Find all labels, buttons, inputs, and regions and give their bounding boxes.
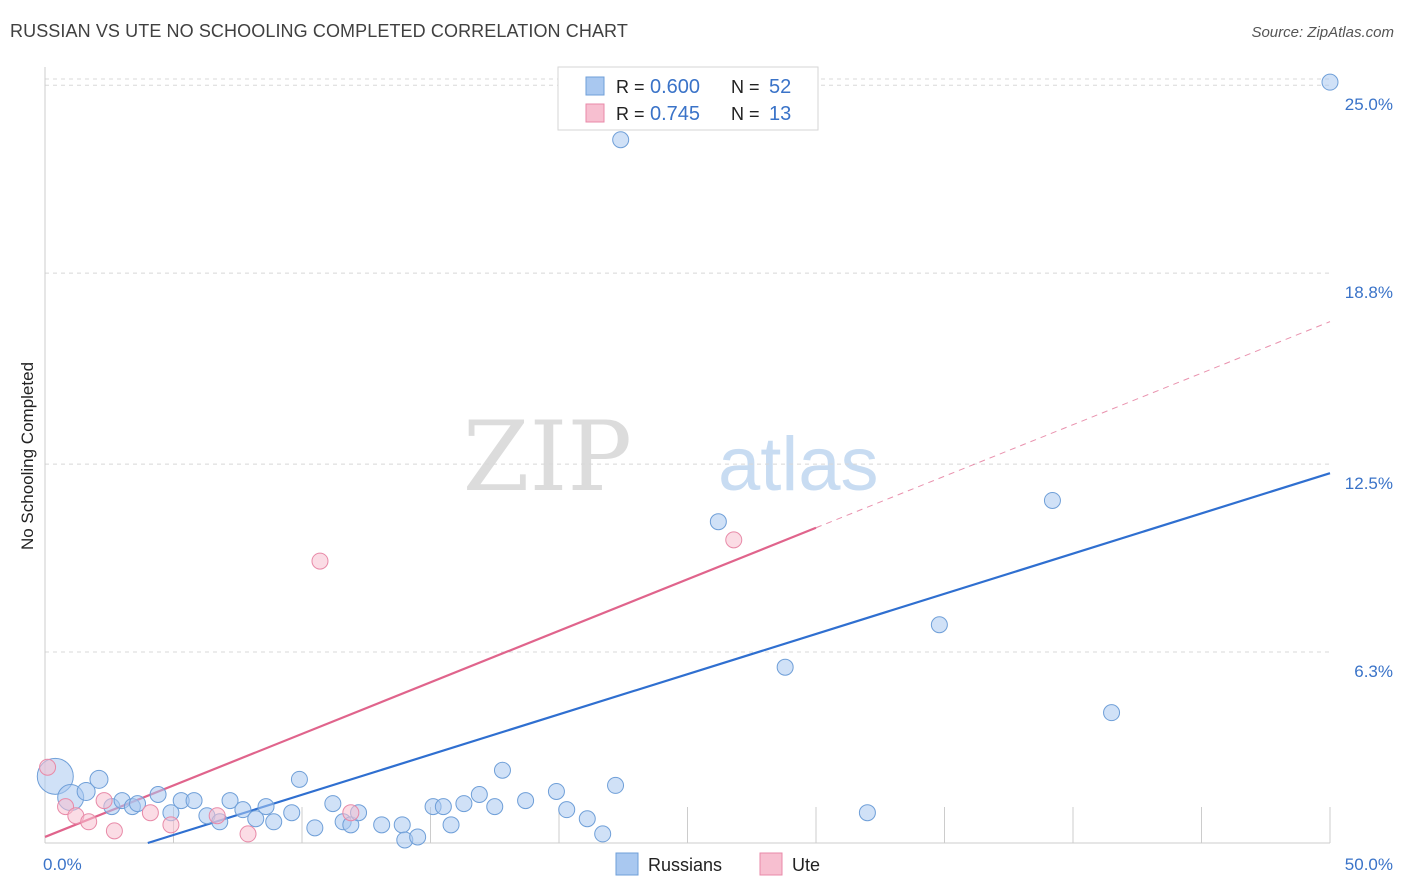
russians-point [493, 761, 511, 779]
russians-point [373, 816, 391, 834]
russians-point [594, 825, 612, 843]
bottom-legend-swatch [615, 852, 639, 876]
russians-point [470, 786, 488, 803]
legend-n-value: 13 [769, 103, 791, 125]
russians-point [247, 810, 265, 828]
legend-r-label: R = [616, 77, 645, 97]
russians-point [283, 804, 301, 822]
russians-point [129, 795, 147, 813]
grid [45, 78, 1330, 653]
ute-point [311, 552, 329, 570]
ute-point [342, 804, 360, 822]
russians-point [486, 798, 504, 816]
ute-point [39, 758, 57, 776]
russians-point [578, 810, 596, 828]
russians-point [517, 792, 535, 810]
russians-trend-line [147, 472, 1331, 845]
russians-point [149, 786, 167, 803]
bottom-legend-swatch [759, 852, 783, 876]
tick-labels: 6.3% 12.5% 18.8% 25.0% 0.0% 50.0% [43, 95, 1393, 874]
russians-point [185, 792, 203, 810]
y-tick-label: 18.8% [1345, 283, 1393, 302]
russians-point [434, 798, 452, 816]
x-tick-label: 0.0% [43, 855, 82, 874]
russians-point [858, 804, 876, 822]
ute-point [239, 825, 257, 843]
ute-trend-line [44, 526, 817, 838]
russians-point [612, 131, 630, 149]
russians-point [221, 792, 239, 810]
axes [44, 67, 1331, 844]
russians-point [89, 769, 109, 789]
ute-point [162, 816, 180, 834]
y-tick-label: 12.5% [1345, 474, 1393, 493]
legend-swatch [585, 103, 605, 123]
russians-point [547, 782, 565, 800]
russians-point [607, 776, 625, 794]
y-tick-label: 25.0% [1345, 95, 1393, 114]
legend-swatch [585, 76, 605, 96]
russians-point [306, 819, 324, 837]
russians-point [324, 795, 342, 813]
russians-point [558, 801, 576, 819]
legend-n-label: N = [731, 104, 760, 124]
bottom-legend: Russians Ute [615, 852, 820, 876]
ute-point [95, 792, 113, 810]
ute-point [80, 813, 98, 831]
russians-point [442, 816, 460, 834]
russians-point [76, 781, 96, 801]
y-tick-label: 6.3% [1354, 662, 1393, 681]
legend-r-value: 0.745 [650, 103, 700, 125]
ute-point [105, 822, 123, 840]
russians-point [257, 798, 275, 816]
watermark-zip: ZIP [463, 401, 632, 513]
ute-point [725, 531, 743, 549]
ute-trend-extension [815, 321, 1331, 529]
russians-point [234, 801, 252, 819]
russians-point [455, 795, 473, 813]
legend-r-label: R = [616, 104, 645, 124]
russians-point [1103, 704, 1121, 722]
data-points [36, 73, 1339, 849]
russians-point [1043, 491, 1061, 509]
trend-lines [44, 321, 1331, 845]
bottom-legend-label: Ute [792, 855, 820, 875]
bottom-legend-label: Russians [648, 855, 722, 875]
russians-point [1321, 73, 1339, 91]
russians-point [930, 616, 948, 634]
legend-n-value: 52 [769, 76, 791, 98]
legend: R = 0.600 N = 52 R = 0.745 N = 13 [557, 66, 819, 131]
watermark: ZIP atlas [463, 401, 879, 513]
russians-point [265, 813, 283, 831]
legend-n-label: N = [731, 77, 760, 97]
ute-point [208, 807, 226, 825]
ute-point [141, 804, 159, 822]
legend-r-value: 0.600 [650, 76, 700, 98]
russians-point [776, 658, 794, 676]
russians-point [393, 816, 411, 834]
source-label: Source: ZipAtlas.com [1251, 24, 1394, 41]
chart-title: RUSSIAN VS UTE NO SCHOOLING COMPLETED CO… [10, 21, 628, 41]
russians-point [409, 828, 427, 846]
russians-point [290, 770, 308, 788]
x-tick-label: 50.0% [1345, 855, 1393, 874]
russians-point [709, 513, 727, 531]
